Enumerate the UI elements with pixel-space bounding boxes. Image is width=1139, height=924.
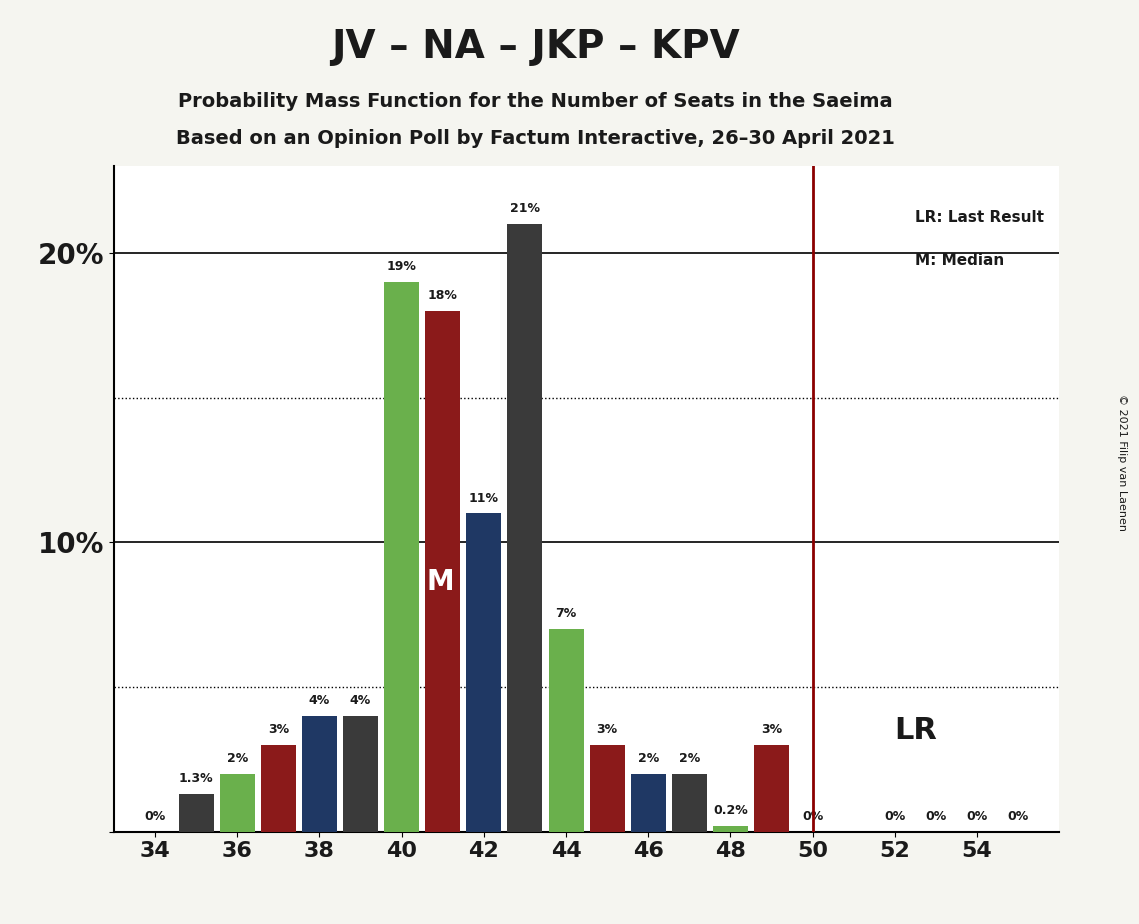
Text: Based on an Opinion Poll by Factum Interactive, 26–30 April 2021: Based on an Opinion Poll by Factum Inter…	[175, 129, 895, 149]
Text: 4%: 4%	[350, 694, 371, 707]
Bar	[302, 716, 337, 832]
Bar	[713, 826, 748, 832]
Text: 3%: 3%	[268, 723, 289, 736]
Text: 0%: 0%	[1008, 810, 1029, 823]
Bar	[261, 745, 296, 832]
Text: 0%: 0%	[145, 810, 165, 823]
Bar	[384, 282, 419, 832]
Bar	[425, 311, 460, 832]
Bar	[466, 514, 501, 832]
Bar	[631, 773, 665, 832]
Bar	[179, 794, 214, 832]
Bar	[508, 225, 542, 832]
Text: LR: LR	[894, 716, 937, 745]
Text: 18%: 18%	[428, 289, 458, 302]
Text: 2%: 2%	[679, 752, 700, 765]
Text: 3%: 3%	[597, 723, 617, 736]
Bar	[672, 773, 707, 832]
Text: JV – NA – JKP – KPV: JV – NA – JKP – KPV	[331, 28, 739, 66]
Text: M: Median: M: Median	[916, 253, 1005, 268]
Text: 0%: 0%	[966, 810, 988, 823]
Text: 0.2%: 0.2%	[713, 804, 748, 817]
Text: 11%: 11%	[469, 492, 499, 505]
Text: Probability Mass Function for the Number of Seats in the Saeima: Probability Mass Function for the Number…	[178, 92, 893, 112]
Text: 2%: 2%	[638, 752, 658, 765]
Text: M: M	[427, 567, 454, 596]
Bar	[590, 745, 624, 832]
Text: 0%: 0%	[925, 810, 947, 823]
Text: 0%: 0%	[802, 810, 823, 823]
Bar	[549, 629, 583, 832]
Text: 3%: 3%	[761, 723, 782, 736]
Bar	[343, 716, 378, 832]
Text: © 2021 Filip van Laenen: © 2021 Filip van Laenen	[1117, 394, 1126, 530]
Text: 21%: 21%	[510, 202, 540, 215]
Text: 0%: 0%	[884, 810, 906, 823]
Bar	[754, 745, 789, 832]
Bar	[220, 773, 255, 832]
Text: 7%: 7%	[556, 607, 576, 620]
Text: 4%: 4%	[309, 694, 330, 707]
Text: LR: Last Result: LR: Last Result	[916, 210, 1044, 225]
Text: 2%: 2%	[227, 752, 248, 765]
Text: 1.3%: 1.3%	[179, 772, 213, 785]
Text: 19%: 19%	[386, 261, 417, 274]
